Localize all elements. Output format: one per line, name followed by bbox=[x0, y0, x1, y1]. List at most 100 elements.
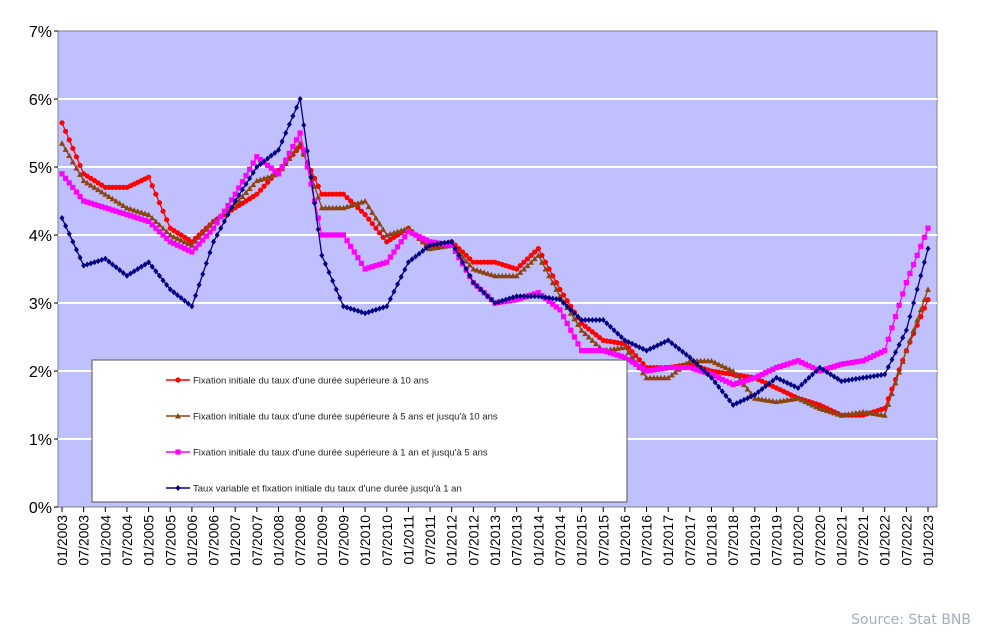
data-point bbox=[560, 314, 567, 320]
data-point bbox=[279, 164, 285, 170]
data-point bbox=[200, 237, 206, 243]
data-point bbox=[290, 144, 296, 150]
data-point bbox=[380, 234, 386, 240]
data-point bbox=[290, 113, 296, 119]
x-tick-label: 01/2005 bbox=[141, 515, 157, 566]
data-point bbox=[174, 242, 181, 248]
data-point bbox=[362, 212, 368, 218]
x-tick-label: 07/2015 bbox=[595, 515, 611, 566]
data-point bbox=[105, 193, 112, 199]
data-point bbox=[712, 373, 718, 379]
data-point bbox=[722, 364, 729, 371]
data-point bbox=[91, 184, 98, 190]
data-point bbox=[358, 208, 365, 214]
data-point bbox=[759, 386, 765, 393]
data-point bbox=[481, 269, 488, 275]
data-point bbox=[221, 208, 227, 214]
data-point bbox=[377, 305, 383, 312]
data-point bbox=[557, 296, 563, 303]
data-point bbox=[759, 371, 765, 377]
data-point bbox=[149, 263, 155, 270]
data-point bbox=[586, 326, 592, 332]
data-point bbox=[182, 297, 188, 304]
data-point bbox=[856, 358, 863, 364]
data-point bbox=[777, 363, 783, 370]
data-point bbox=[615, 330, 621, 337]
data-point bbox=[117, 209, 123, 215]
legend-box bbox=[91, 359, 628, 503]
data-point bbox=[156, 272, 162, 279]
data-point bbox=[835, 362, 841, 368]
data-point bbox=[77, 162, 83, 168]
data-point bbox=[622, 341, 628, 347]
data-point bbox=[117, 267, 123, 274]
data-point bbox=[301, 147, 307, 153]
data-point bbox=[568, 327, 574, 333]
data-point bbox=[647, 367, 653, 374]
data-point bbox=[192, 245, 199, 251]
data-point bbox=[698, 364, 704, 371]
data-point bbox=[203, 233, 209, 239]
data-point bbox=[802, 361, 808, 367]
x-tick-label: 01/2009 bbox=[314, 515, 330, 566]
data-point bbox=[235, 197, 242, 203]
data-point bbox=[535, 246, 541, 252]
data-point bbox=[715, 361, 722, 367]
data-point bbox=[694, 361, 700, 368]
data-point bbox=[903, 280, 909, 286]
y-tick-label: 0% bbox=[29, 500, 52, 517]
data-point bbox=[860, 358, 866, 364]
data-point bbox=[683, 351, 689, 358]
data-point bbox=[744, 386, 751, 392]
x-tick-label: 01/2014 bbox=[530, 515, 546, 566]
data-point bbox=[751, 395, 758, 401]
data-point bbox=[633, 342, 639, 349]
data-point bbox=[921, 259, 927, 266]
data-point bbox=[791, 383, 797, 390]
data-point bbox=[604, 320, 610, 327]
data-point bbox=[506, 295, 512, 302]
data-point bbox=[405, 259, 411, 266]
data-point bbox=[871, 353, 877, 359]
data-point bbox=[333, 191, 339, 197]
data-point bbox=[398, 239, 404, 245]
data-point bbox=[709, 374, 714, 381]
data-point bbox=[91, 259, 97, 266]
data-point bbox=[871, 373, 877, 380]
data-point bbox=[423, 237, 430, 243]
data-point bbox=[73, 165, 80, 171]
data-point bbox=[441, 239, 447, 246]
data-point bbox=[95, 186, 102, 193]
x-tick-label: 01/2016 bbox=[617, 515, 633, 566]
data-point bbox=[795, 395, 802, 401]
data-point bbox=[434, 241, 440, 248]
data-point bbox=[319, 191, 325, 197]
data-point bbox=[535, 293, 541, 300]
x-tick-label: 07/2022 bbox=[898, 515, 914, 566]
data-point bbox=[669, 340, 675, 347]
data-point bbox=[66, 137, 72, 143]
data-point bbox=[369, 307, 375, 314]
data-point bbox=[261, 158, 267, 165]
data-point bbox=[59, 171, 65, 177]
x-tick-label: 07/2019 bbox=[768, 515, 784, 566]
data-point bbox=[467, 256, 473, 262]
data-point bbox=[914, 286, 920, 293]
data-point bbox=[809, 402, 816, 408]
data-point bbox=[181, 238, 188, 245]
data-point bbox=[524, 262, 531, 269]
data-point bbox=[319, 232, 325, 238]
data-point bbox=[156, 200, 163, 206]
data-point bbox=[741, 396, 747, 403]
legend: Fixation initiale du taux d'une durée su… bbox=[91, 359, 628, 503]
data-point bbox=[766, 397, 773, 403]
data-point bbox=[59, 215, 65, 221]
data-point bbox=[63, 175, 69, 181]
data-point bbox=[817, 364, 823, 371]
data-point bbox=[662, 339, 668, 346]
data-point bbox=[178, 244, 184, 250]
data-point bbox=[315, 215, 321, 221]
data-point bbox=[153, 268, 159, 275]
data-point bbox=[304, 164, 310, 170]
x-tick-label: 07/2006 bbox=[206, 515, 222, 566]
